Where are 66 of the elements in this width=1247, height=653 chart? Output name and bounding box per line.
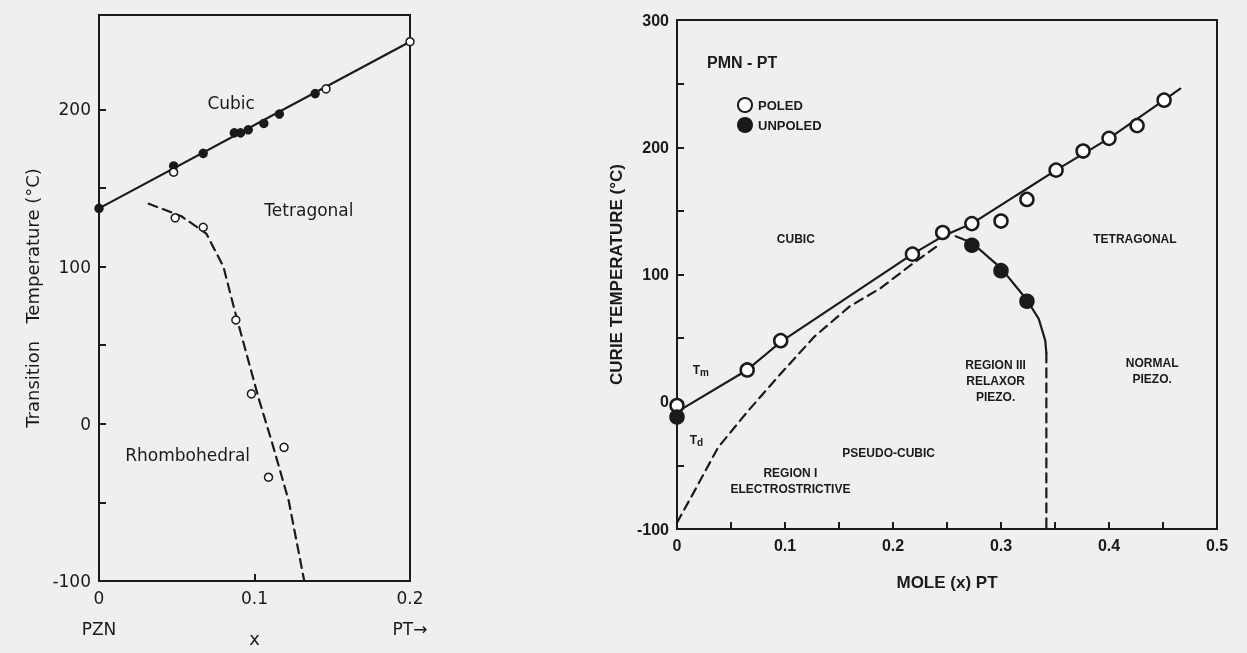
point xyxy=(993,213,1009,229)
point xyxy=(198,148,208,159)
y-tick-label: 300 xyxy=(642,11,670,29)
annotation: Rhombohedral xyxy=(125,445,251,466)
x-tick-label: 0 xyxy=(672,536,682,554)
point xyxy=(198,222,208,232)
y-tick-label: 0 xyxy=(80,413,91,434)
point xyxy=(993,262,1009,279)
point xyxy=(904,246,921,262)
point xyxy=(170,213,180,223)
point xyxy=(1019,293,1035,309)
point xyxy=(405,36,415,47)
point xyxy=(94,203,104,214)
annotation: Tetragonal xyxy=(263,200,354,221)
y-tick-label: 100 xyxy=(58,256,91,277)
legend-label: POLED xyxy=(758,97,803,113)
annotation: CUBIC xyxy=(776,231,816,246)
y-tick-label: 100 xyxy=(642,266,670,283)
point xyxy=(964,237,980,253)
point xyxy=(259,118,269,129)
point xyxy=(274,109,285,119)
point xyxy=(321,84,331,94)
point xyxy=(772,332,789,349)
y-tick-label: 200 xyxy=(58,99,91,120)
y-tick-label: -100 xyxy=(636,520,670,538)
point xyxy=(934,224,951,241)
point xyxy=(279,442,289,453)
x-tick-label: 0.2 xyxy=(396,587,424,608)
point xyxy=(310,88,320,99)
point xyxy=(669,409,685,425)
y-axis-title: Transition Temperature (°C) xyxy=(22,168,44,429)
point xyxy=(1048,162,1064,178)
point xyxy=(1019,191,1035,208)
x-tick-label: 0.2 xyxy=(881,536,905,554)
point xyxy=(1156,92,1172,108)
y-axis-title: CURIE TEMPERATURE (°C) xyxy=(607,164,626,385)
x-axis-title: x xyxy=(249,627,261,649)
annotation: REGION III RELAXOR PIEZO. xyxy=(965,358,1026,405)
x-tick-label: 0.4 xyxy=(1097,536,1121,554)
annotation: PSEUDO-CUBIC xyxy=(842,445,936,460)
x-tick-label: 0.1 xyxy=(773,536,797,554)
point xyxy=(739,362,755,378)
point xyxy=(263,472,274,482)
point xyxy=(246,389,257,399)
point xyxy=(1129,117,1145,134)
text: PZN xyxy=(81,619,117,640)
y-tick-label: 0 xyxy=(660,393,670,411)
legend-label: UNPOLED xyxy=(758,117,822,133)
x-tick-label: 0.5 xyxy=(1205,536,1229,554)
annotation: REGION I ELECTROSTRICTIVE xyxy=(730,465,851,496)
point xyxy=(231,315,241,325)
annotation: TETRAGONAL xyxy=(1093,231,1177,246)
annotation: Cubic xyxy=(207,92,255,113)
y-tick-label: 200 xyxy=(642,138,670,156)
point xyxy=(964,215,980,232)
x-tick-label: 0 xyxy=(93,587,105,608)
annotation: NORMAL PIEZO. xyxy=(1125,356,1179,387)
legend-title: PMN - PT xyxy=(707,53,778,71)
point xyxy=(1075,143,1091,159)
point xyxy=(243,125,254,135)
x-tick-label: 0.3 xyxy=(989,536,1013,554)
point xyxy=(1101,130,1117,147)
text: PT→ xyxy=(392,619,428,640)
x-tick-label: 0.1 xyxy=(240,587,269,608)
x-axis-title: MOLE (x) PT xyxy=(896,573,999,592)
y-tick-label: -100 xyxy=(52,571,91,591)
